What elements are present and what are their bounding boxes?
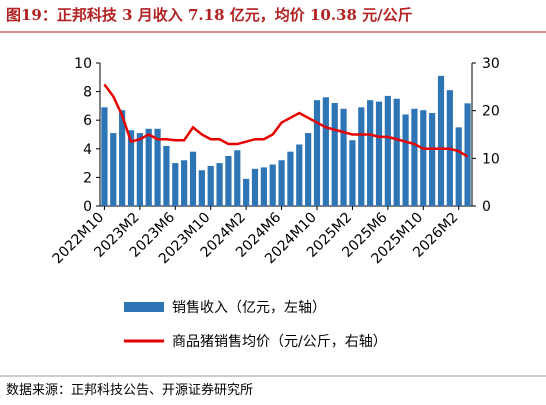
legend-label: 销售收入（亿元，左轴）: [172, 300, 326, 316]
bar: [455, 127, 462, 206]
bar: [313, 100, 321, 206]
bar: [429, 113, 436, 206]
y-tick-label: 4: [83, 142, 92, 158]
y-tick-label: 6: [83, 113, 92, 129]
bar: [402, 114, 409, 206]
bar: [411, 108, 418, 206]
bar: [198, 170, 205, 206]
source: 数据来源：正邦科技公告、开源证券研究所: [6, 382, 253, 398]
bar: [349, 140, 356, 206]
legend-swatch: [124, 302, 164, 312]
bar: [189, 151, 197, 206]
bar: [322, 97, 329, 206]
bar: [172, 163, 179, 206]
bar: [420, 110, 427, 206]
bar: [136, 133, 143, 206]
y2-tick-label: 30: [482, 56, 500, 72]
bar: [251, 168, 259, 206]
bar: [207, 165, 214, 206]
y-tick-label: 0: [83, 199, 92, 215]
bar: [358, 107, 365, 206]
price-line: [103, 83, 469, 158]
bar: [145, 128, 152, 206]
bar: [367, 100, 374, 206]
bar: [260, 167, 267, 206]
y-tick-label: 8: [83, 85, 92, 101]
bar: [393, 98, 400, 206]
bar: [437, 75, 445, 207]
legend-label: 商品猪销售均价（元/公斤，右轴）: [172, 334, 387, 350]
bar: [278, 160, 285, 206]
bar: [110, 133, 117, 206]
bar: [243, 178, 250, 206]
y-tick-label: 10: [74, 56, 92, 72]
bar: [216, 163, 223, 206]
bar: [384, 95, 391, 206]
bar: [127, 130, 135, 206]
y-tick-label: 2: [83, 170, 92, 186]
bar: [305, 133, 312, 206]
bar: [296, 144, 303, 206]
bar: [225, 155, 232, 206]
bar: [287, 151, 294, 206]
x-tick-label: 2022M10: [50, 210, 108, 268]
bar: [269, 164, 276, 206]
bar: [119, 110, 126, 206]
y2-tick-label: 20: [482, 104, 500, 120]
bar: [375, 101, 383, 206]
bar: [154, 128, 161, 206]
bar: [464, 103, 471, 206]
bar: [181, 160, 188, 206]
bar: [163, 145, 170, 206]
y2-tick-label: 10: [482, 151, 500, 167]
bar: [234, 150, 241, 206]
bar: [101, 107, 108, 206]
bar: [340, 108, 347, 206]
bar: [331, 103, 338, 206]
chart-title: 图19：正邦科技 3 月收入 7.18 亿元，均价 10.38 元/公斤: [6, 6, 413, 24]
y2-tick-label: 0: [482, 199, 491, 215]
